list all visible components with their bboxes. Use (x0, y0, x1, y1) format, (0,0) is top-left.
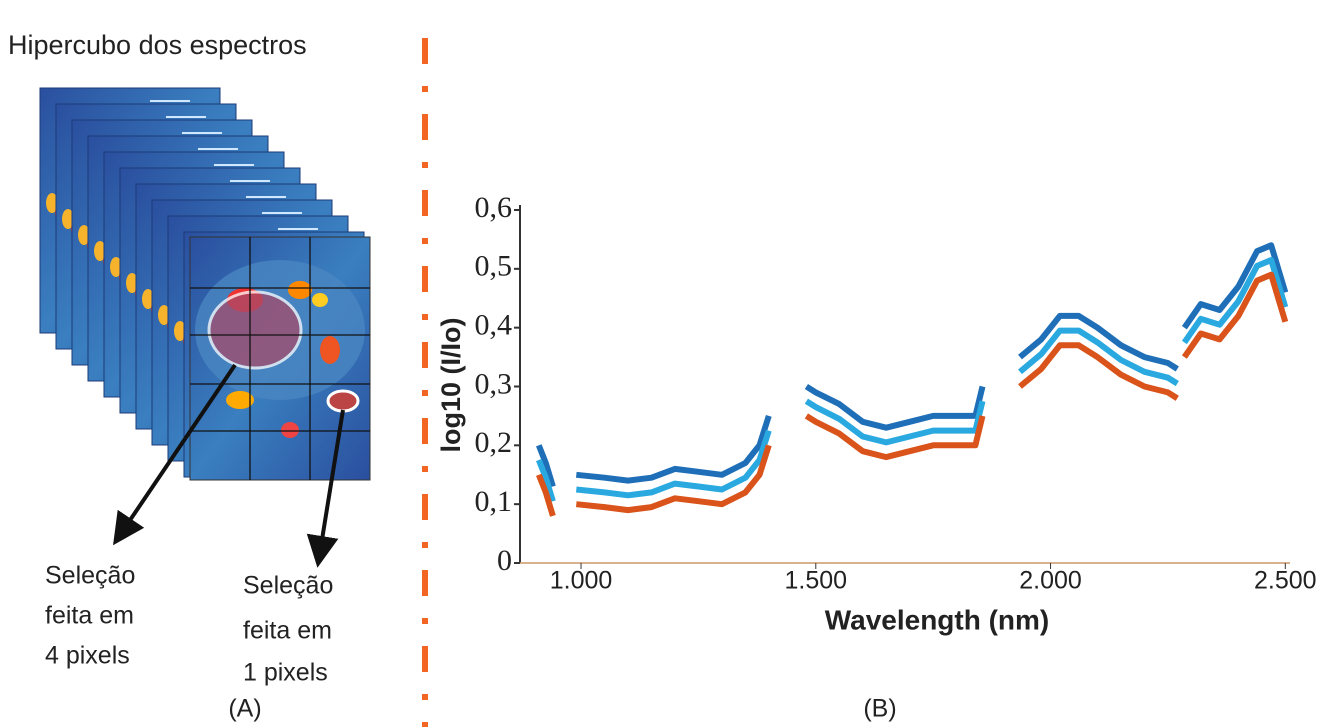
y-tick-label: 0,4 (475, 309, 513, 342)
series-line (536, 242, 1289, 488)
x-tick-label: 2.500 (1254, 567, 1317, 595)
series-line (536, 257, 1289, 503)
frame-blob (62, 209, 74, 229)
panel-label: (B) (863, 695, 896, 723)
y-tick-label: 0,5 (475, 250, 513, 283)
frame-blob (174, 321, 186, 341)
x-tick-label: 2.000 (1019, 567, 1082, 595)
panel-a-title: Hipercubo dos espectros (8, 30, 307, 60)
y-tick-label: 0,3 (475, 367, 513, 400)
panel-label: (A) (228, 695, 261, 723)
frame-blob (126, 273, 138, 293)
annotation: 1 pixels (243, 659, 328, 687)
annotation: Seleção (45, 562, 135, 590)
x-tick-label: 1.500 (785, 567, 848, 595)
annotation: 4 pixels (45, 642, 130, 670)
front-frame (189, 236, 371, 481)
frame-blob (78, 225, 90, 245)
frame-blob (94, 241, 106, 261)
annotation: feita em (45, 602, 134, 630)
frame-blob (46, 193, 58, 213)
x-axis-title: Wavelength (nm) (825, 604, 1050, 635)
x-tick-label: 1.000 (550, 567, 613, 595)
annotation: Seleção (243, 572, 333, 600)
series-line (536, 271, 1289, 517)
frame-blob (142, 289, 154, 309)
frame-blob (158, 305, 170, 325)
arrow (306, 409, 345, 568)
y-tick-label: 0 (497, 544, 512, 577)
annotation: feita em (243, 617, 332, 645)
y-tick-label: 0,2 (475, 426, 513, 459)
y-tick-label: 0,6 (475, 191, 513, 224)
y-tick-label: 0,1 (475, 485, 513, 518)
frame-blob (110, 257, 122, 277)
y-axis-title: log10 (I/Io) (436, 318, 466, 453)
arrow (113, 363, 237, 546)
